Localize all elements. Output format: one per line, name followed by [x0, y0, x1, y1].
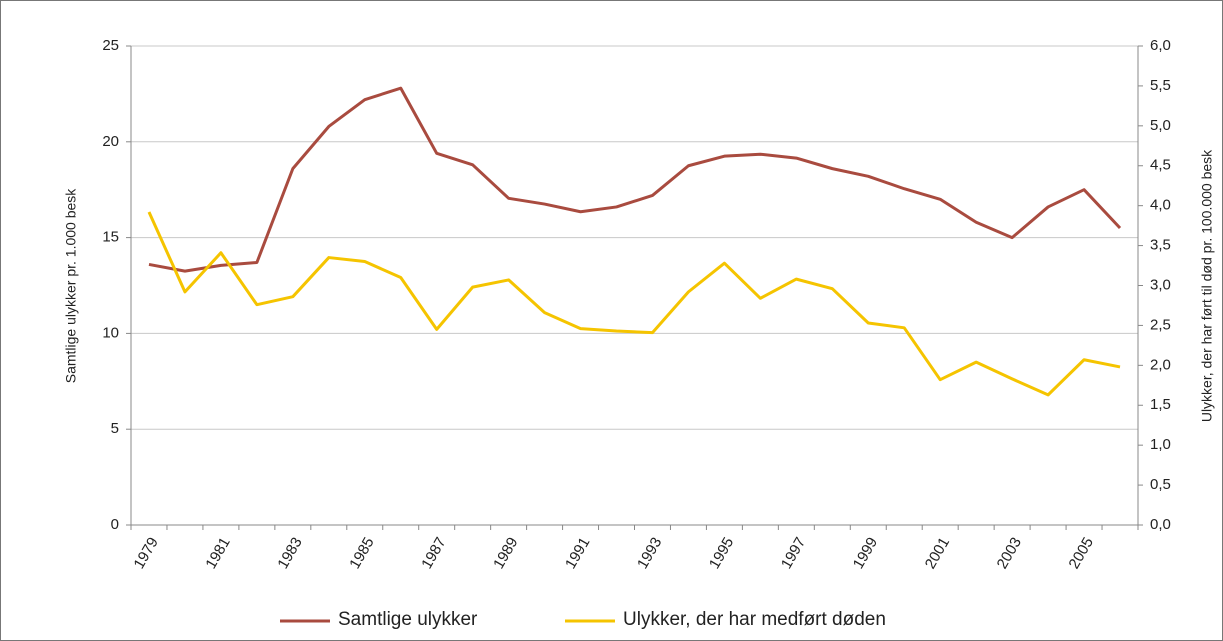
y2-tick-label: 5,5 [1150, 77, 1171, 94]
legend-label: Samtlige ulykker [338, 609, 478, 630]
y2-axis-title: Ulykker, der har ført til død pr. 100.00… [1199, 149, 1215, 422]
y2-tick-label: 1,0 [1150, 436, 1171, 453]
y2-tick-label: 4,0 [1150, 197, 1171, 214]
y-tick-label: 25 [102, 37, 119, 54]
y2-tick-label: 2,0 [1150, 356, 1171, 373]
y2-tick-label: 5,0 [1150, 117, 1171, 134]
y2-tick-label: 0,0 [1150, 516, 1171, 533]
y-axis-title: Samtlige ulykker pr. 1.000 besk [63, 188, 79, 384]
series-line [148, 86, 1122, 273]
y2-tick-label: 3,0 [1150, 276, 1171, 293]
series-line [147, 211, 1121, 397]
y-tick-label: 10 [102, 324, 119, 341]
y2-tick-label: 6,0 [1150, 37, 1171, 54]
y2-tick-label: 1,5 [1150, 396, 1171, 413]
y2-tick-label: 0,5 [1150, 476, 1171, 493]
y2-tick-label: 3,5 [1150, 237, 1171, 254]
y-tick-label: 5 [111, 420, 119, 437]
y-tick-label: 20 [102, 133, 119, 150]
y-tick-label: 0 [111, 516, 119, 533]
legend-label: Ulykker, der har medført døden [623, 609, 886, 630]
y-tick-label: 15 [102, 229, 119, 246]
y2-tick-label: 4,5 [1150, 157, 1171, 174]
y2-tick-label: 2,5 [1150, 316, 1171, 333]
